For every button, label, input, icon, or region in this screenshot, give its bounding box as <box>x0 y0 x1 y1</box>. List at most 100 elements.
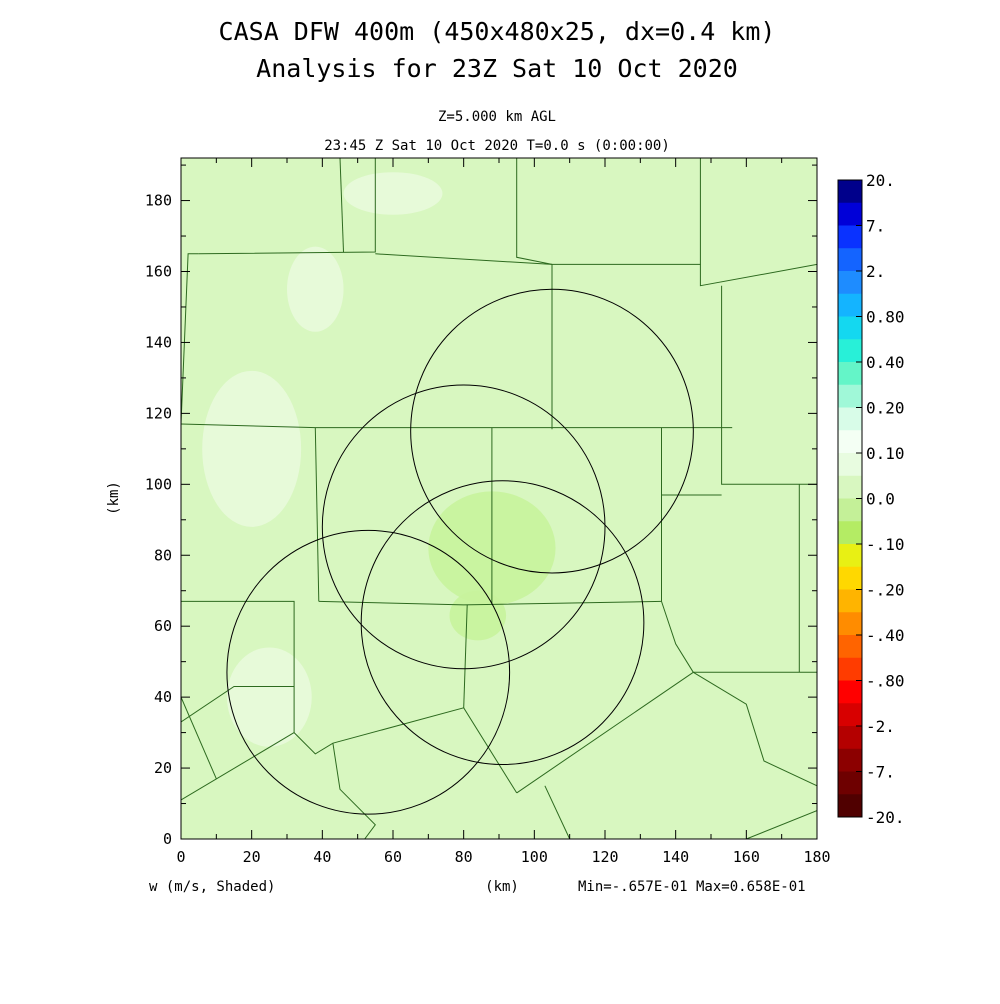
colorbar-label-12: -2. <box>866 717 895 736</box>
colorbar-segment-7 <box>838 339 862 363</box>
y-tick-label-1: 20 <box>154 759 172 777</box>
colorbar-segment-14 <box>838 498 862 522</box>
shaded-patch-4 <box>343 172 443 215</box>
colorbar-segment-16 <box>838 544 862 568</box>
county-boundary-25 <box>544 785 571 839</box>
x-tick-label-7: 140 <box>662 848 689 866</box>
chart-subtitle-line-2: 23:45 Z Sat 10 Oct 2020 T=0.0 s (0:00:00… <box>324 138 670 154</box>
county-boundary-1 <box>198 158 376 255</box>
colorbar-segment-22 <box>838 680 862 704</box>
county-boundary-0 <box>181 253 199 425</box>
colorbar-segment-3 <box>838 248 862 272</box>
chart-subtitle-line-1: Z=5.000 km AGL <box>438 109 556 125</box>
colorbar-segment-9 <box>838 384 862 408</box>
county-boundary-10 <box>314 427 320 602</box>
x-tick-label-0: 0 <box>176 848 185 866</box>
county-boundary-20 <box>463 604 468 708</box>
colorbar-segment-0 <box>838 180 862 204</box>
county-boundary-26 <box>746 810 817 839</box>
county-boundary-3 <box>181 423 733 429</box>
y-tick-label-6: 120 <box>145 404 172 422</box>
colorbar-label-8: -.10 <box>866 535 905 554</box>
y-tick-label-9: 180 <box>145 192 172 210</box>
county-boundary-2 <box>339 158 344 253</box>
county-boundary-22 <box>516 671 694 794</box>
colorbar-segment-24 <box>838 726 862 750</box>
shaded-patch-2 <box>202 370 302 527</box>
colorbar-segment-13 <box>838 475 862 499</box>
radar-ring-1 <box>321 384 606 670</box>
colorbar-segment-27 <box>838 794 862 818</box>
x-tick-label-3: 60 <box>384 848 402 866</box>
field-label: w (m/s, Shaded) <box>149 879 275 895</box>
colorbar-segment-18 <box>838 589 862 613</box>
x-tick-label-1: 20 <box>243 848 261 866</box>
colorbar-segment-25 <box>838 748 862 772</box>
colorbar-label-4: 0.40 <box>866 353 905 372</box>
x-tick-label-2: 40 <box>313 848 331 866</box>
county-boundary-8 <box>699 263 817 287</box>
y-tick-label-3: 60 <box>154 617 172 635</box>
colorbar-segment-20 <box>838 635 862 659</box>
y-tick-label-7: 140 <box>145 333 172 351</box>
colorbar-segment-21 <box>838 657 862 681</box>
colorbar-segment-2 <box>838 225 862 249</box>
x-axis-label: (km) <box>485 879 519 895</box>
x-tick-label-8: 160 <box>733 848 760 866</box>
colorbar-segment-26 <box>838 771 862 795</box>
colorbar-label-5: 0.20 <box>866 399 905 418</box>
radar-ring-0 <box>410 288 694 574</box>
colorbar-label-9: -.20 <box>866 581 905 600</box>
shaded-patch-3 <box>287 246 344 332</box>
colorbar-segment-12 <box>838 453 862 477</box>
colorbar-segment-23 <box>838 703 862 727</box>
colorbar-label-11: -.80 <box>866 672 905 691</box>
county-boundary-23 <box>693 671 817 787</box>
colorbar-label-13: -7. <box>866 763 895 782</box>
x-tick-label-6: 120 <box>591 848 618 866</box>
colorbar-label-10: -.40 <box>866 626 905 645</box>
y-tick-label-4: 80 <box>154 546 172 564</box>
colorbar-segment-1 <box>838 202 862 226</box>
colorbar-segment-11 <box>838 430 862 454</box>
county-boundary-4 <box>375 253 553 265</box>
colorbar-label-14: -20. <box>866 808 905 827</box>
colorbar-segment-8 <box>838 362 862 386</box>
county-boundary-18 <box>181 696 217 779</box>
county-boundary-6 <box>516 158 553 265</box>
colorbar-segment-19 <box>838 612 862 636</box>
min-max-label: Min=-.657E-01 Max=0.658E-01 <box>578 879 806 895</box>
colorbar-label-7: 0.0 <box>866 490 895 509</box>
y-tick-label-8: 160 <box>145 263 172 281</box>
y-axis-label: (km) <box>106 481 122 515</box>
x-tick-label-4: 80 <box>455 848 473 866</box>
colorbar-label-2: 2. <box>866 262 885 281</box>
county-boundary-17 <box>181 686 295 723</box>
y-tick-label-5: 100 <box>145 475 172 493</box>
colorbar-segment-5 <box>838 293 862 317</box>
colorbar-label-0: 20. <box>866 171 895 190</box>
colorbar-segment-10 <box>838 407 862 431</box>
chart-title-line-1: CASA DFW 400m (450x480x25, dx=0.4 km) <box>219 17 776 46</box>
colorbar-label-6: 0.10 <box>866 444 905 463</box>
y-tick-label-0: 0 <box>163 830 172 848</box>
radar-ring-3 <box>226 529 511 815</box>
colorbar-label-1: 7. <box>866 217 885 236</box>
chart-title-line-2: Analysis for 23Z Sat 10 Oct 2020 <box>256 54 738 83</box>
county-boundary-28 <box>332 743 376 839</box>
colorbar-segment-17 <box>838 566 862 590</box>
colorbar-segment-15 <box>838 521 862 545</box>
radar-ring-2 <box>360 480 645 766</box>
county-boundary-16 <box>181 732 295 801</box>
county-boundary-15 <box>181 600 295 733</box>
shaded-patch-5 <box>226 647 312 747</box>
county-boundary-9 <box>721 285 817 485</box>
colorbar-segment-4 <box>838 271 862 295</box>
x-tick-label-9: 180 <box>803 848 830 866</box>
colorbar-segment-6 <box>838 316 862 340</box>
y-tick-label-2: 40 <box>154 688 172 706</box>
x-tick-label-5: 100 <box>521 848 548 866</box>
colorbar-label-3: 0.80 <box>866 308 905 327</box>
county-boundary-11 <box>318 600 662 606</box>
